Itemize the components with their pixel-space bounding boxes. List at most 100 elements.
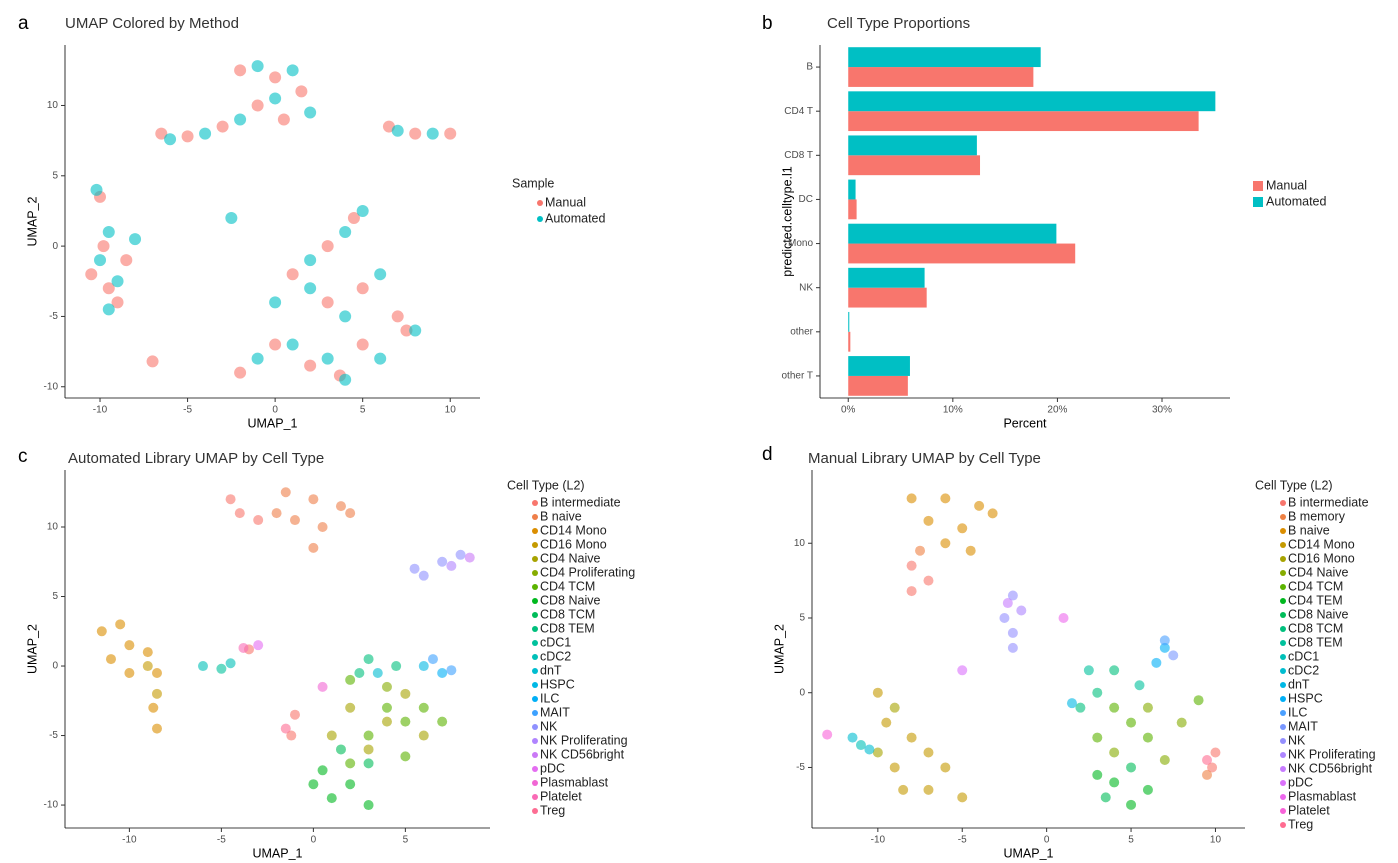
x-axis-label: Percent [1003,416,1047,430]
legend-swatch [532,696,538,702]
point [1210,747,1221,758]
x-tick-label: 5 [403,835,409,846]
point [446,560,457,571]
legend-label: MAIT [1288,719,1318,733]
point [363,744,374,755]
x-tick-label: 10% [943,405,963,416]
legend-label: Manual [1266,178,1307,192]
point [889,702,900,713]
point [1207,762,1218,773]
legend-swatch [532,626,538,632]
legend-label: CD4 TEM [1288,593,1343,607]
legend-swatch [1280,570,1286,576]
legend-swatch [532,752,538,758]
legend-label: Platelet [1288,803,1330,817]
point [271,508,282,519]
point [437,556,448,567]
point [146,355,159,368]
legend-label: NK [540,719,558,733]
bar [848,111,1199,132]
point [317,681,328,692]
panel: c Automated Library UMAP by Cell Type UMAP… [18,446,635,860]
point [345,702,356,713]
point [339,226,352,239]
point [906,732,917,743]
point [437,667,448,678]
y-tick-label: CD8 T [784,150,813,161]
legend-label: dnT [1288,677,1310,691]
point [356,282,369,295]
y-tick-label: 5 [52,170,58,181]
y-tick-label: 10 [794,538,806,549]
point [418,730,429,741]
point [251,352,264,365]
x-tick-label: 10 [1210,835,1222,846]
legend-swatch [532,710,538,716]
point [289,709,300,720]
point [391,124,404,137]
x-tick-label: 0% [841,405,856,416]
legend-label: B memory [1288,509,1346,523]
point [940,538,951,549]
y-tick-label: Mono [788,238,813,249]
y-tick-label: 5 [799,613,805,624]
legend-swatch [1280,598,1286,604]
legend-swatch [532,808,538,814]
point [269,92,282,105]
panel-label: b [762,13,773,34]
point [280,487,291,498]
bar [848,331,851,352]
legend-label: CD8 TCM [540,607,595,621]
point [418,570,429,581]
point [881,717,892,728]
point [304,359,317,372]
point [97,240,110,253]
legend-label: CD8 Naive [1288,607,1348,621]
point [1007,590,1018,601]
legend-label: cDC2 [540,649,571,663]
legend-swatch [1253,181,1263,191]
legend-label: CD4 Naive [1288,565,1348,579]
legend-label: Platelet [540,789,582,803]
y-tick-label: -10 [44,381,59,392]
legend-swatch [532,766,538,772]
legend-label: CD14 Mono [1288,537,1355,551]
point [374,352,387,365]
point [864,744,875,755]
point [889,762,900,773]
x-axis-label: UMAP_1 [252,846,302,860]
bar [848,155,981,176]
bar [848,47,1041,68]
point [1058,612,1069,623]
panel-label: d [762,444,773,465]
point [308,542,319,553]
panel-label: c [18,446,28,467]
y-tick-label: -5 [49,311,58,322]
point [400,688,411,699]
legend-swatch [1280,710,1286,716]
x-tick-label: 20% [1047,405,1067,416]
bar [848,375,908,396]
point [148,702,159,713]
point [381,681,392,692]
panel: d Manual Library UMAP by Cell Type UMAP_1 U… [762,444,1376,860]
legend-label: cDC1 [540,635,571,649]
point [965,545,976,556]
legend-swatch [1280,528,1286,534]
point [1092,687,1103,698]
point [1168,650,1179,661]
point [822,729,833,740]
point [234,64,247,77]
point [906,493,917,504]
y-tick-label: -10 [44,800,59,811]
point [354,667,365,678]
point [957,665,968,676]
point [957,792,968,803]
legend-label: Treg [540,803,565,817]
point [345,674,356,685]
point [155,127,168,140]
point [234,508,245,519]
legend-swatch [1280,514,1286,520]
point [1016,605,1027,616]
point [1007,642,1018,653]
